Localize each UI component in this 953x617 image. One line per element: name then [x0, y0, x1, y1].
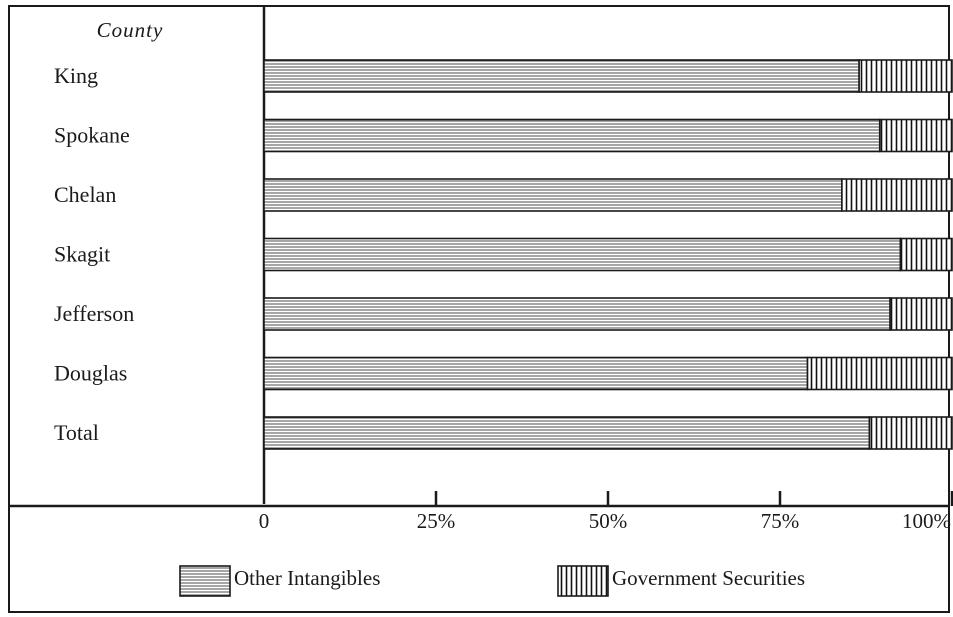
bar-total-other-intangibles [263, 416, 871, 450]
bar-king-government-securities [858, 59, 953, 93]
bar-douglas-government-securities [806, 356, 953, 391]
legend: Other Intangibles Government Securities [179, 565, 805, 597]
legend-swatch-government-securities [557, 565, 609, 597]
bar-chelan-other-intangibles [263, 178, 843, 212]
category-label-douglas: Douglas [54, 361, 127, 386]
bars-group [263, 59, 953, 450]
bar-skagit-other-intangibles [263, 237, 902, 272]
x-tick-label-0: 0 [259, 509, 270, 533]
bar-spokane-government-securities [878, 118, 953, 153]
x-tick-label-50: 50% [589, 509, 628, 533]
category-label-king: King [54, 63, 98, 88]
x-tick-label-25: 25% [417, 509, 456, 533]
legend-label-other-intangibles: Other Intangibles [234, 566, 380, 590]
category-label-total: Total [54, 420, 99, 445]
x-tick-label-75: 75% [761, 509, 800, 533]
bar-jefferson-other-intangibles [263, 297, 891, 331]
category-header: County [97, 18, 164, 42]
bar-king-other-intangibles [263, 59, 860, 93]
x-tick-label-100: 100% [902, 509, 951, 533]
bar-douglas-other-intangibles [263, 356, 809, 391]
category-label-jefferson: Jefferson [54, 301, 134, 326]
x-axis-ticks: 0 25% 50% 75% 100% [259, 491, 953, 533]
legend-swatch-other-intangibles [179, 565, 231, 597]
legend-label-government-securities: Government Securities [612, 566, 805, 590]
category-labels: King Spokane Chelan Skagit Jefferson Douglas T… [54, 63, 134, 445]
bar-total-government-securities [868, 416, 953, 450]
category-label-chelan: Chelan [54, 182, 116, 207]
bar-chelan-government-securities [841, 178, 953, 212]
bar-spokane-other-intangibles [263, 118, 881, 153]
bar-jefferson-government-securities [889, 297, 953, 331]
bar-skagit-government-securities [899, 237, 953, 272]
category-label-skagit: Skagit [54, 242, 110, 267]
category-label-spokane: Spokane [54, 123, 130, 148]
